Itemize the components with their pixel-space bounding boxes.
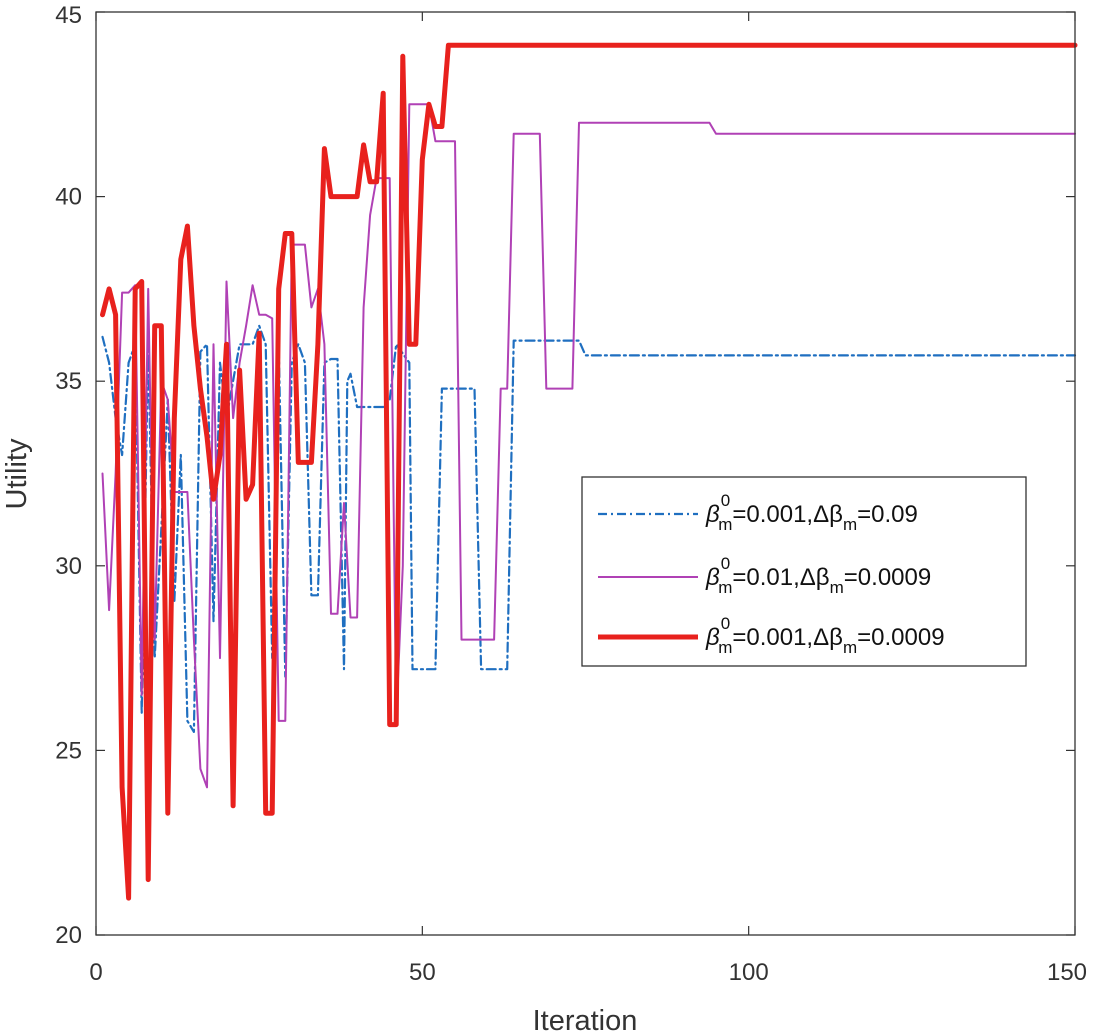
x-tick-label: 0 [89, 959, 102, 986]
x-tick-label: 100 [729, 959, 769, 986]
series-line-2 [101, 103, 1076, 789]
y-tick-label: 40 [55, 184, 82, 211]
series-line-3 [100, 42, 1078, 901]
y-axis-label: Utility [1, 438, 33, 509]
y-tick-label: 25 [55, 737, 82, 764]
y-tick-label: 45 [55, 2, 82, 29]
x-tick-label: 50 [409, 959, 436, 986]
legend-entry-2: β0 m=0.01,Δβm=0.0009 [705, 554, 931, 597]
plot-frame [95, 11, 1076, 936]
series-layer [100, 42, 1078, 901]
x-axis-label: Iteration [533, 1005, 638, 1032]
ticks-layer: 0 50 100 150 20 25 30 35 40 45 [55, 2, 1087, 986]
legend: β0 m=0.001,Δβm=0.09 β0 m=0.01,Δβm=0.0009 β0 m… [581, 476, 1027, 667]
y-tick-label: 20 [55, 922, 82, 949]
y-tick-label: 35 [55, 368, 82, 395]
legend-entry-3: β0 m=0.001,Δβm=0.0009 [705, 614, 945, 657]
legend-entry-1: β0 m=0.001,Δβm=0.09 [705, 491, 918, 534]
x-tick-label: 150 [1047, 959, 1087, 986]
y-tick-label: 30 [55, 553, 82, 580]
